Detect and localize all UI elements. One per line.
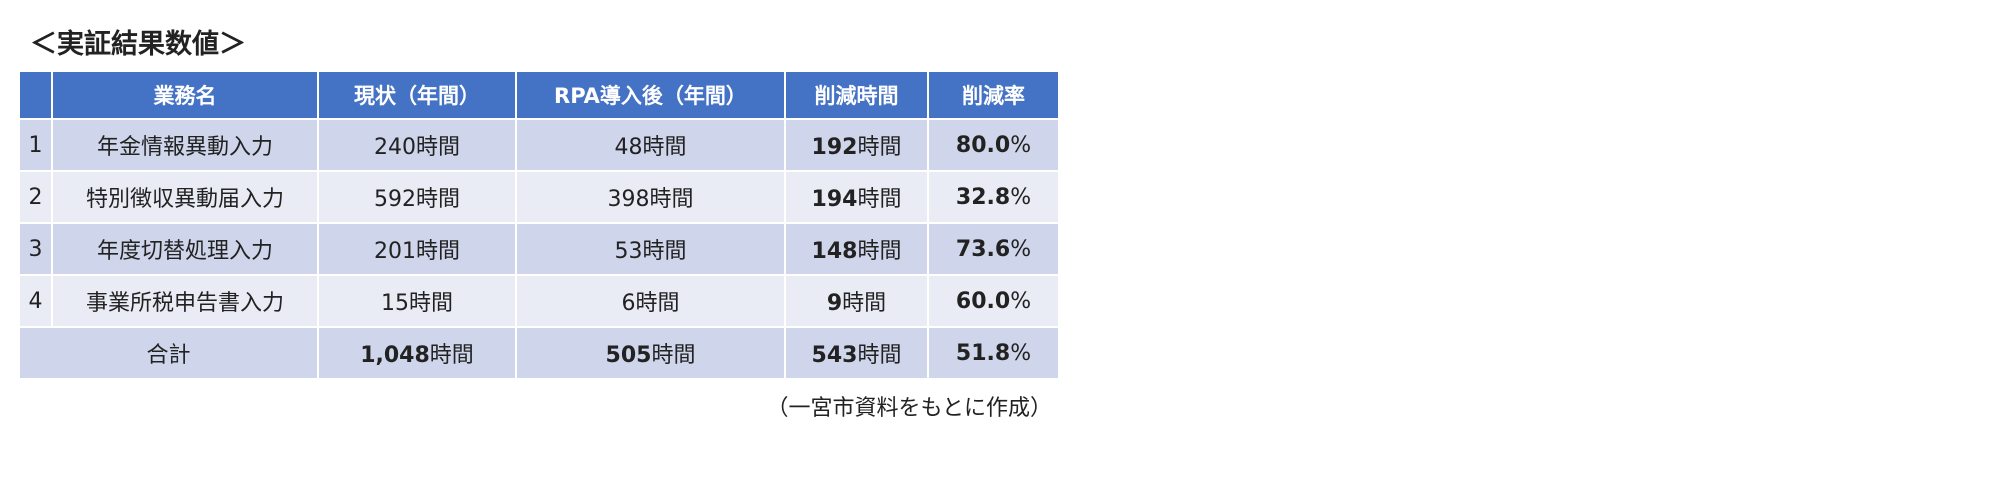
cell-number: 51.8 <box>955 340 1011 366</box>
cell: 1,048時間 <box>317 326 517 380</box>
cell: 15時間 <box>317 274 517 328</box>
header-cell: 業務名 <box>51 70 319 120</box>
cell: 80.0% <box>927 118 1060 172</box>
table-row: 3 年度切替処理入力 201時間 53時間 148時間 73.6% <box>18 222 1060 276</box>
header-cell: 現状（年間） <box>317 70 517 120</box>
cell: 398時間 <box>515 170 786 224</box>
table-row: 4 事業所税申告書入力 15時間 6時間 9時間 60.0% <box>18 274 1060 328</box>
cell: 4 <box>18 274 53 328</box>
cell: 1 <box>18 118 53 172</box>
cell: 53時間 <box>515 222 786 276</box>
cell: 201時間 <box>317 222 517 276</box>
header-row: 業務名 現状（年間） RPA導入後（年間） 削減時間 削減率 <box>18 70 1060 120</box>
cell-unit: 時間 <box>857 343 902 368</box>
cell-unit: 時間 <box>857 187 902 212</box>
results-table: 業務名 現状（年間） RPA導入後（年間） 削減時間 削減率 1 年金情報異動入力 240時… <box>18 70 1060 380</box>
cell-unit: % <box>1010 184 1032 210</box>
title: ＜実証結果数値＞ <box>30 29 246 60</box>
cell-unit: % <box>1010 236 1032 262</box>
cell-unit: % <box>1010 340 1032 366</box>
cell: 194時間 <box>784 170 929 224</box>
cell: 148時間 <box>784 222 929 276</box>
cell: 年度切替処理入力 <box>51 222 319 276</box>
cell-unit: 時間 <box>857 239 902 264</box>
cell-unit: % <box>1010 288 1032 314</box>
cell-unit: 時間 <box>857 135 902 160</box>
cell: 60.0% <box>927 274 1060 328</box>
cell: 192時間 <box>784 118 929 172</box>
cell-number: 1,048 <box>360 343 430 368</box>
cell: 特別徴収異動届入力 <box>51 170 319 224</box>
cell-unit: 時間 <box>842 291 887 316</box>
cell: 543時間 <box>784 326 929 380</box>
cell-number: 9 <box>826 291 843 316</box>
cell-number: 148 <box>811 239 858 264</box>
cell-number: 73.6 <box>955 236 1011 262</box>
cell-number: 543 <box>811 343 858 368</box>
cell-number: 505 <box>605 343 652 368</box>
cell-number: 192 <box>811 135 858 160</box>
cell: 年金情報異動入力 <box>51 118 319 172</box>
cell: 240時間 <box>317 118 517 172</box>
header-cell: RPA導入後（年間） <box>515 70 786 120</box>
cell: 51.8% <box>927 326 1060 380</box>
cell-unit: 時間 <box>429 343 474 368</box>
cell-number: 32.8 <box>955 184 1011 210</box>
total-row: 合計 1,048時間 505時間 543時間 51.8% <box>18 326 1060 380</box>
source-note: （一宮市資料をもとに作成） <box>766 396 1052 421</box>
cell-unit: % <box>1010 132 1032 158</box>
cell: 3 <box>18 222 53 276</box>
cell: 合計 <box>18 326 319 380</box>
cell-number: 194 <box>811 187 858 212</box>
cell: 32.8% <box>927 170 1060 224</box>
header-cell <box>18 70 53 120</box>
cell: 2 <box>18 170 53 224</box>
table-row: 2 特別徴収異動届入力 592時間 398時間 194時間 32.8% <box>18 170 1060 224</box>
cell: 505時間 <box>515 326 786 380</box>
cell: 9時間 <box>784 274 929 328</box>
cell: 48時間 <box>515 118 786 172</box>
cell: 73.6% <box>927 222 1060 276</box>
cell-number: 80.0 <box>955 132 1011 158</box>
cell: 6時間 <box>515 274 786 328</box>
cell: 事業所税申告書入力 <box>51 274 319 328</box>
cell-number: 60.0 <box>955 288 1011 314</box>
cell-unit: 時間 <box>651 343 696 368</box>
cell: 592時間 <box>317 170 517 224</box>
table-row: 1 年金情報異動入力 240時間 48時間 192時間 80.0% <box>18 118 1060 172</box>
header-cell: 削減率 <box>927 70 1060 120</box>
header-cell: 削減時間 <box>784 70 929 120</box>
